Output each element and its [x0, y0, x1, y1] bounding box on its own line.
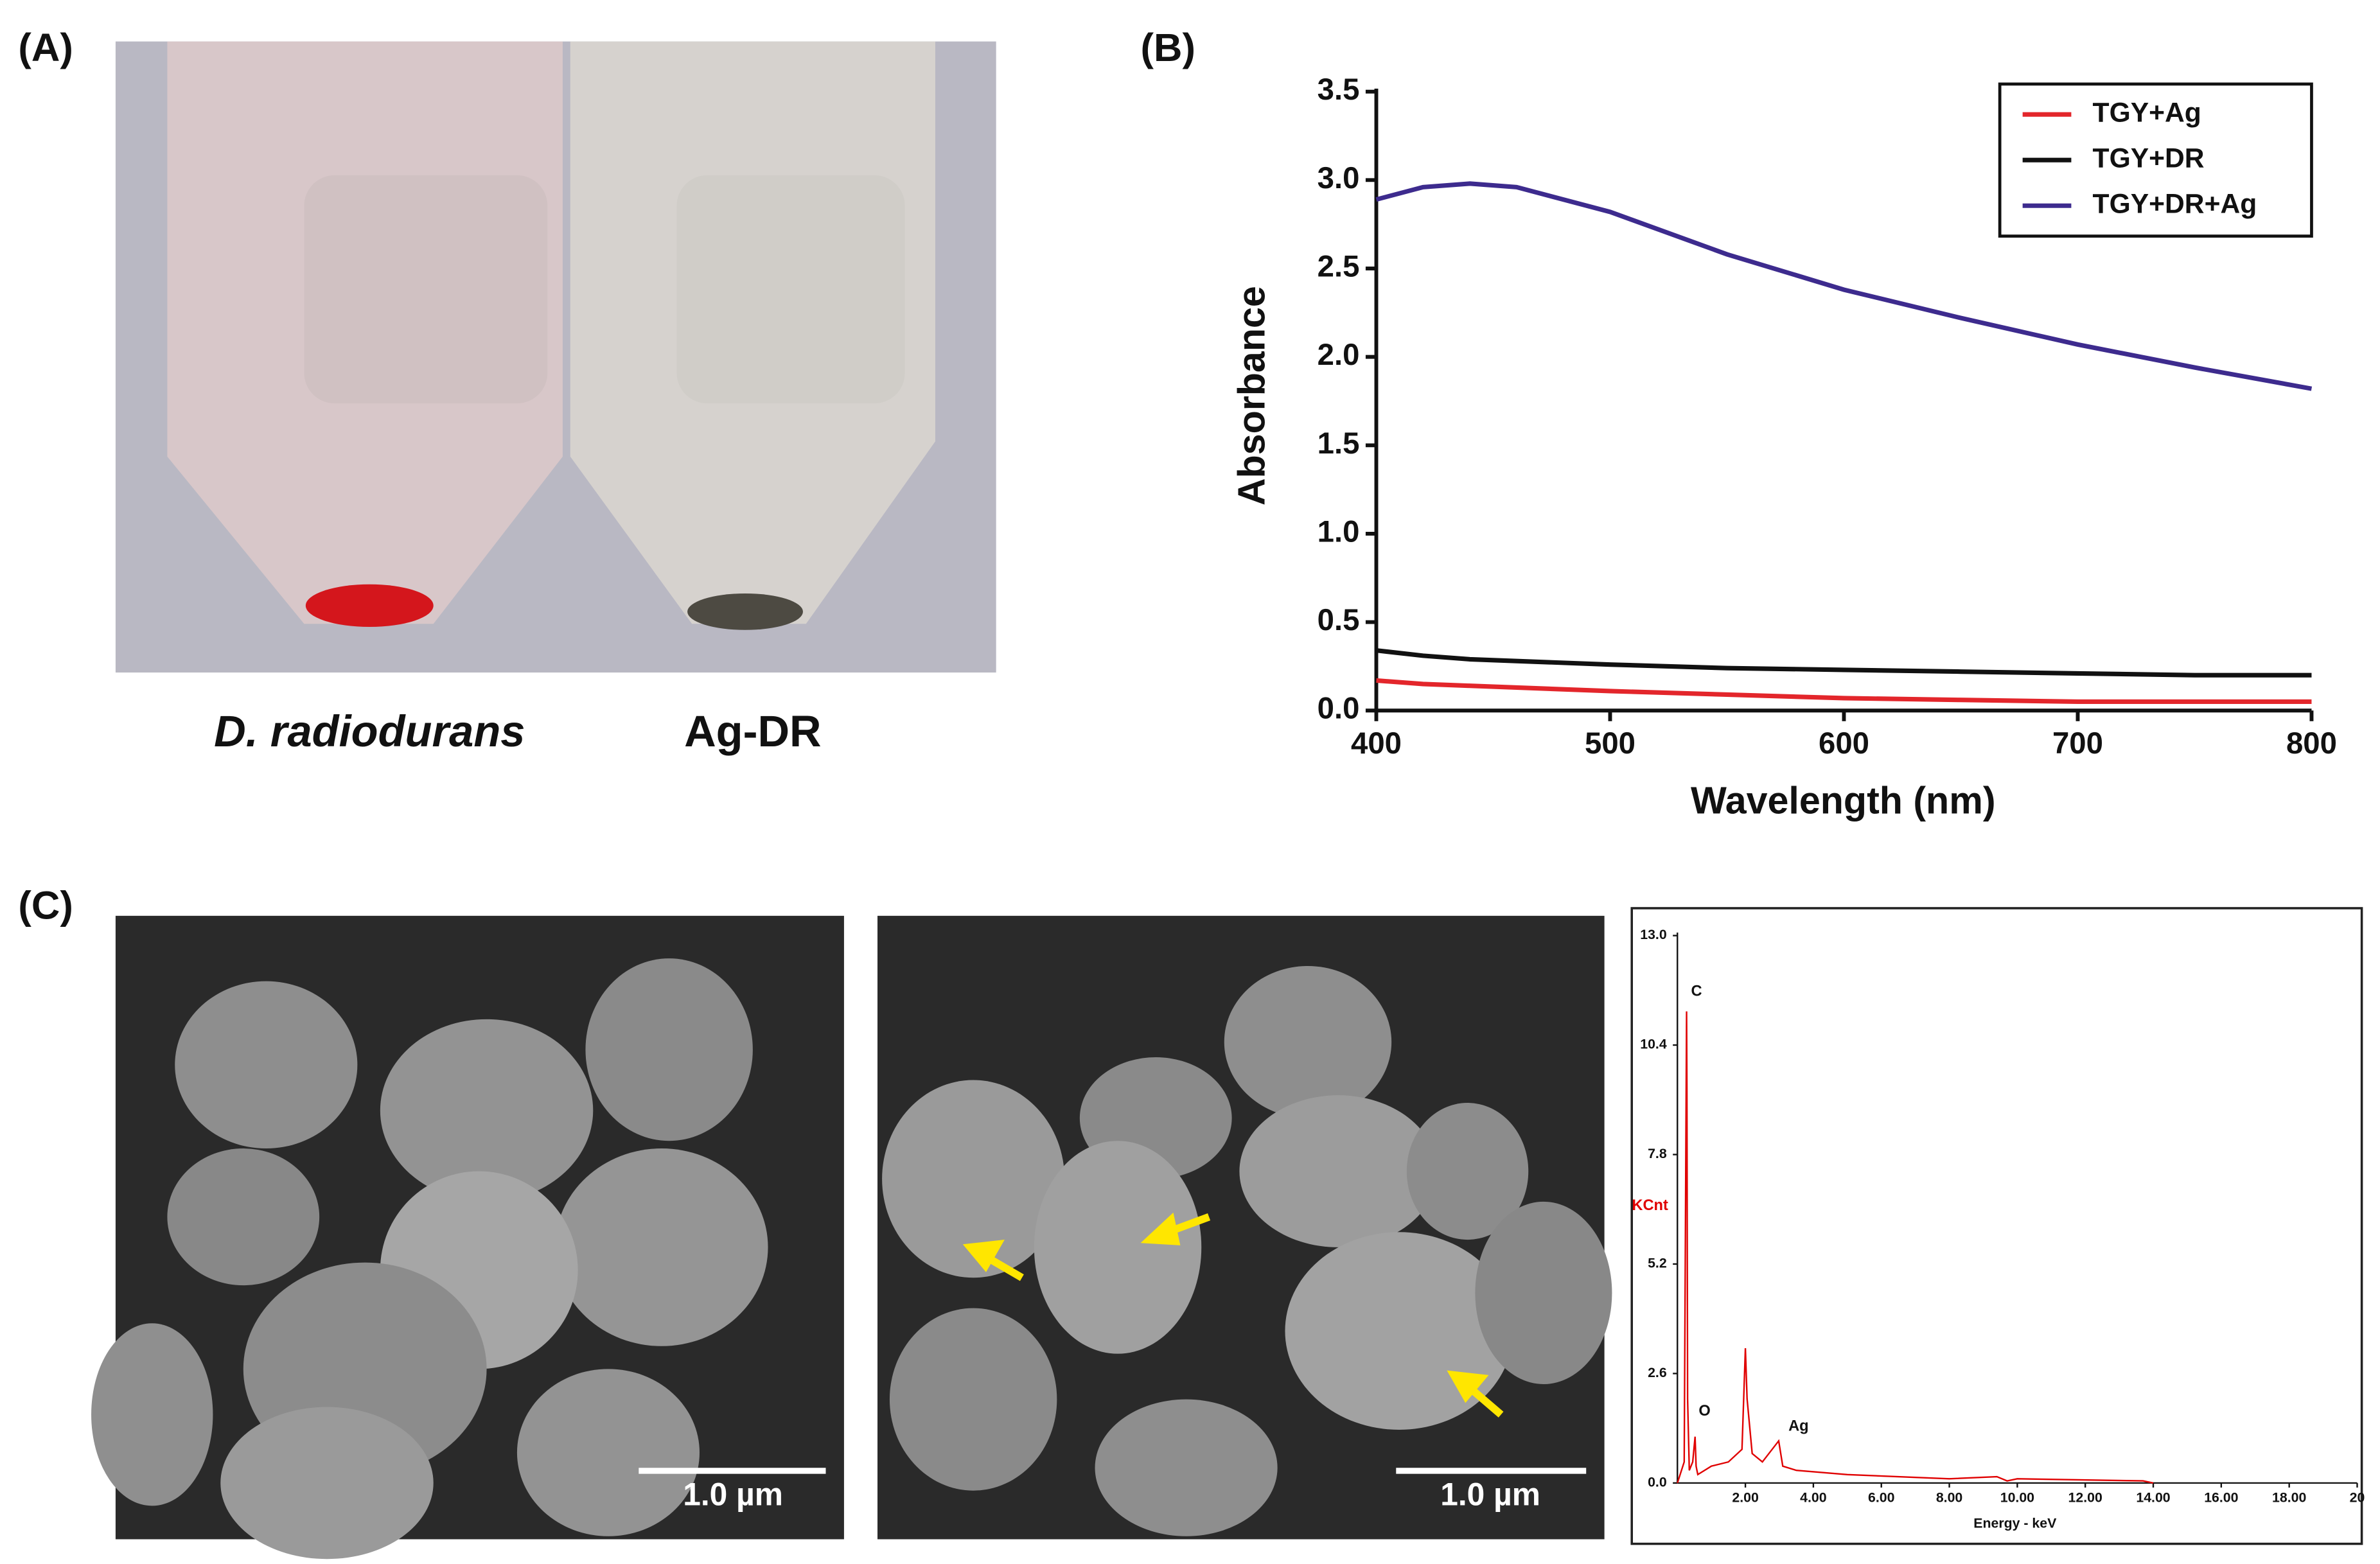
- x-tick-label: 500: [1585, 726, 1635, 760]
- x-tick-label: 800: [2286, 726, 2337, 760]
- annotation: O: [1698, 1403, 1710, 1419]
- legend-label: TGY+Ag: [2093, 97, 2201, 128]
- legend-label: TGY+DR+Ag: [2093, 189, 2257, 220]
- x-tick-label: 4.00: [1800, 1490, 1826, 1506]
- y-axis-label: KCnt: [1632, 1197, 1668, 1214]
- scale-bar-label: 1.0 µm: [1440, 1476, 1540, 1512]
- panel-label: (B): [1141, 26, 1195, 70]
- annotation: C: [1691, 983, 1702, 999]
- data-line: [1677, 1011, 2154, 1484]
- sem-image: [877, 915, 1612, 1540]
- x-tick-label: 12.00: [2068, 1490, 2102, 1506]
- x-tick-label: 2.00: [1732, 1490, 1758, 1506]
- x-tick-label: 400: [1351, 726, 1402, 760]
- x-tick-label: 700: [2052, 726, 2103, 760]
- y-tick-label: 2.6: [1648, 1365, 1667, 1380]
- data-line: [1375, 181, 2313, 391]
- x-tick-label: 14.00: [2136, 1490, 2170, 1506]
- eds-frame: [1630, 907, 2363, 1545]
- y-tick-label: 2.0: [1318, 338, 1360, 372]
- sem-image: [91, 915, 844, 1560]
- y-tick-label: 7.8: [1648, 1146, 1667, 1161]
- data-line: [1376, 678, 2312, 705]
- x-tick-label: 6.00: [1868, 1490, 1894, 1506]
- y-tick-label: 3.0: [1318, 161, 1360, 195]
- photo-label: D. radiodurans: [214, 707, 525, 756]
- y-tick-label: 1.5: [1318, 426, 1360, 461]
- x-tick-label: 20: [2350, 1490, 2365, 1506]
- x-axis-label: Wavelength (nm): [1691, 778, 1995, 822]
- legend-label: TGY+DR: [2093, 143, 2205, 173]
- y-tick-label: 0.0: [1318, 692, 1360, 726]
- x-tick-label: 8.00: [1936, 1490, 1962, 1506]
- x-tick-label: 16.00: [2204, 1490, 2238, 1506]
- y-tick-label: 10.4: [1640, 1037, 1667, 1052]
- y-tick-label: 1.0: [1318, 514, 1360, 549]
- y-tick-label: 0.5: [1318, 603, 1360, 637]
- photo: [115, 41, 996, 673]
- x-tick-label: 600: [1819, 726, 1869, 760]
- panel-label: (A): [18, 26, 73, 70]
- y-tick-label: 2.5: [1318, 249, 1360, 283]
- x-tick-label: 10.00: [2000, 1490, 2034, 1506]
- y-axis-label: Absorbance: [1230, 286, 1273, 505]
- panel-label: (C): [18, 883, 73, 927]
- y-tick-label: 13.0: [1640, 927, 1666, 942]
- y-tick-label: 5.2: [1648, 1256, 1667, 1271]
- annotation: Ag: [1788, 1418, 1809, 1435]
- x-tick-label: 18.00: [2272, 1490, 2306, 1506]
- y-tick-label: 0.0: [1648, 1475, 1667, 1490]
- data-line: [1376, 648, 2312, 678]
- scale-bar-label: 1.0 µm: [683, 1476, 783, 1512]
- x-axis-label: Energy - keV: [1973, 1515, 2057, 1531]
- photo-label: Ag-DR: [684, 707, 821, 756]
- y-tick-label: 3.5: [1318, 73, 1360, 107]
